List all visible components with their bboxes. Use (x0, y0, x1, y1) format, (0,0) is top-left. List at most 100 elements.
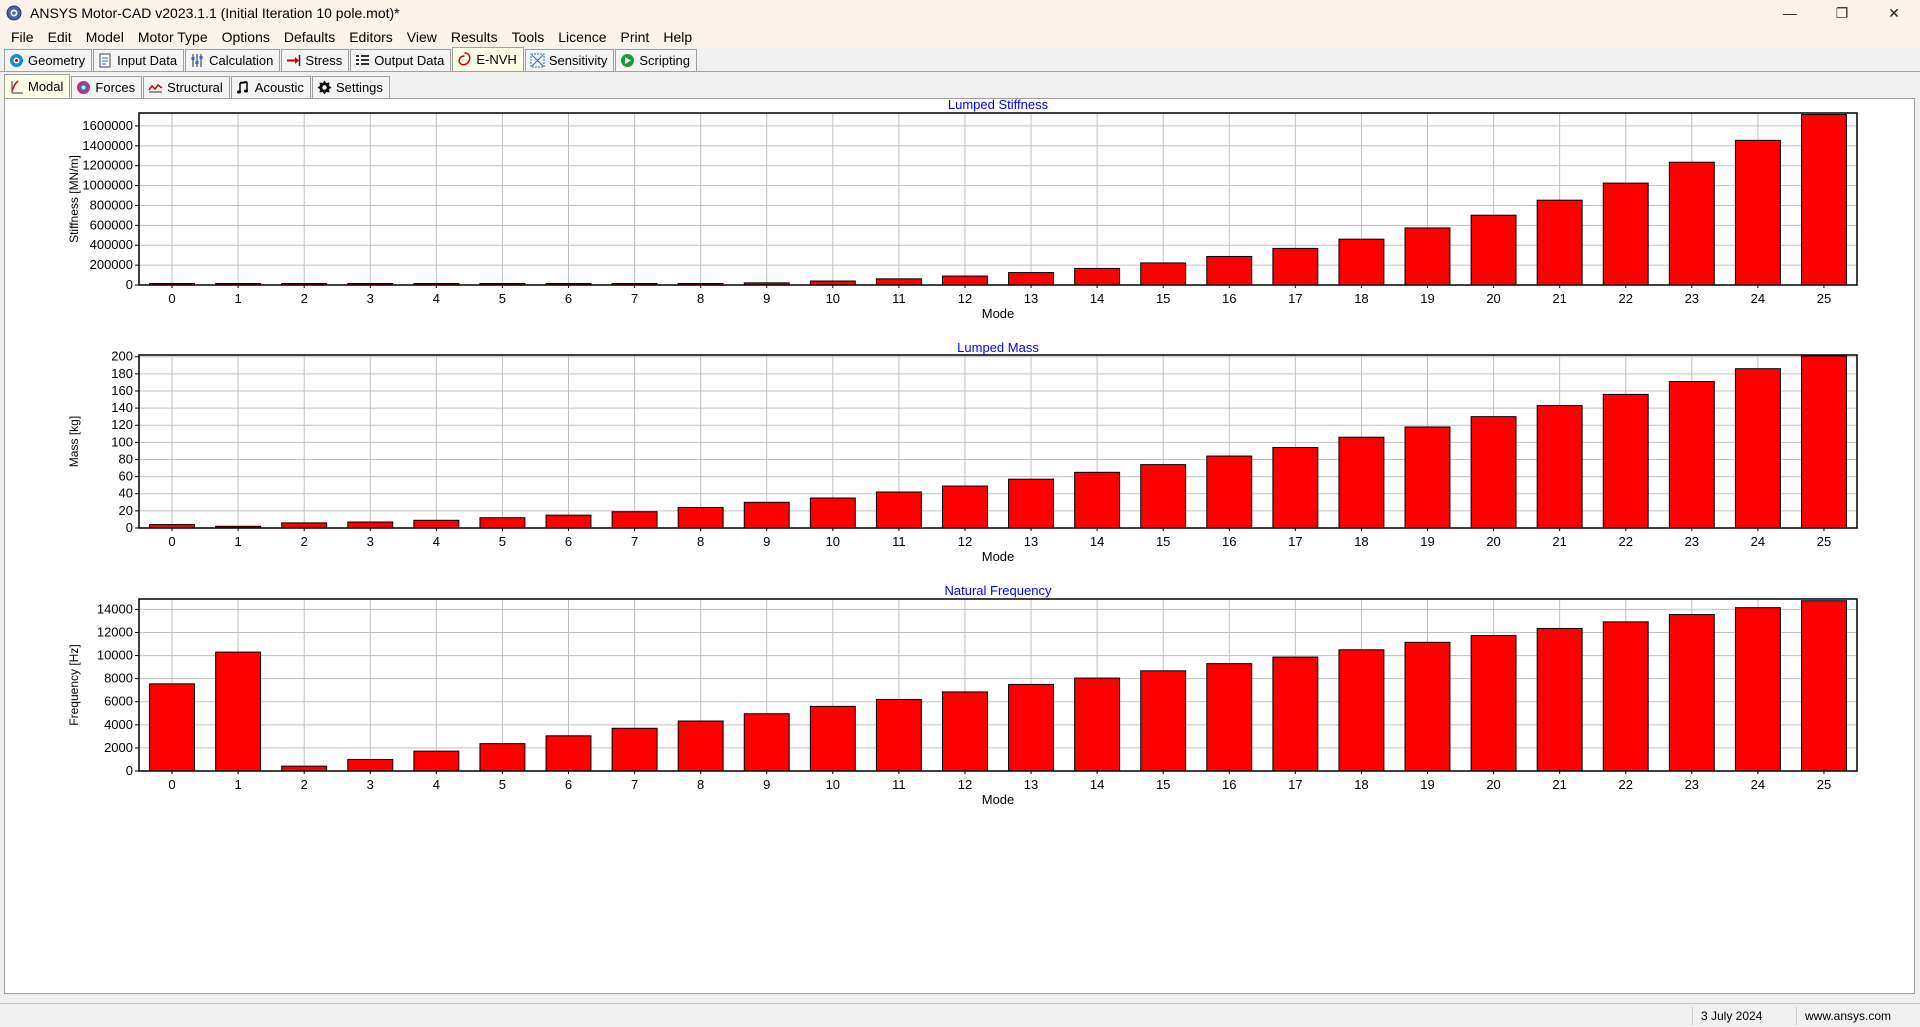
tab-envh[interactable]: E-NVH (452, 47, 524, 71)
y-tick-label: 0 (126, 763, 133, 778)
bar-mode-19 (1404, 641, 1451, 772)
menu-print[interactable]: Print (620, 29, 650, 45)
tab-calculation[interactable]: Calculation (185, 49, 281, 71)
x-tick-label: 4 (433, 291, 440, 306)
x-tick-label: 19 (1420, 291, 1434, 306)
y-tick-label: 4000 (104, 717, 133, 732)
bar-mode-18 (1338, 436, 1385, 529)
menu-results[interactable]: Results (450, 29, 498, 45)
x-tick-label: 12 (958, 777, 972, 792)
bar-mode-3 (347, 758, 394, 772)
minimize-button[interactable]: — (1783, 5, 1797, 21)
status-date: 3 July 2024 (1692, 1007, 1770, 1025)
x-tick-label: 22 (1618, 534, 1632, 549)
x-tick-label: 11 (892, 534, 906, 549)
y-tick-label: 12000 (97, 624, 133, 639)
bar-mode-23 (1668, 614, 1715, 772)
tab-geometry[interactable]: Geometry (4, 49, 93, 71)
x-tick-label: 6 (565, 777, 572, 792)
menu-tools[interactable]: Tools (511, 29, 545, 45)
menu-defaults[interactable]: Defaults (283, 29, 336, 45)
tab-stress[interactable]: Stress (281, 49, 350, 71)
forces-icon (77, 81, 91, 94)
bar-mode-9 (743, 501, 790, 529)
menu-motor-type[interactable]: Motor Type (137, 29, 208, 45)
restore-button[interactable]: ❐ (1835, 4, 1849, 21)
status-bar: 3 July 2024 www.ansys.com (0, 1003, 1920, 1027)
bar-mode-20 (1470, 214, 1517, 286)
y-tick-label: 120 (111, 417, 133, 432)
tab-input-data[interactable]: Input Data (93, 49, 185, 71)
tab-scripting[interactable]: Scripting (615, 49, 697, 71)
x-tick-label: 14 (1090, 291, 1104, 306)
close-button[interactable]: ✕ (1888, 4, 1900, 21)
menu-model[interactable]: Model (85, 29, 124, 45)
tab-sensitivity[interactable]: Sensitivity (524, 49, 615, 71)
tab-modal[interactable]: Modal (4, 74, 71, 98)
x-tick-label: 3 (367, 534, 374, 549)
x-tick-label: 23 (1685, 777, 1699, 792)
tab-label: Output Data (374, 53, 445, 68)
menu-editors[interactable]: Editors (349, 29, 393, 45)
x-tick-label: 24 (1751, 777, 1765, 792)
menu-help[interactable]: Help (663, 29, 693, 45)
tab-output-data[interactable]: Output Data (350, 49, 452, 71)
x-tick-label: 5 (499, 291, 506, 306)
input-data-icon (99, 53, 111, 68)
y-tick-label: 160 (111, 383, 133, 398)
x-tick-label: 14 (1090, 534, 1104, 549)
bar-mode-4 (413, 519, 460, 529)
x-tick-label: 9 (763, 777, 770, 792)
y-tick-label: 14000 (97, 601, 133, 616)
x-axis-label: Mode (982, 792, 1015, 807)
tab-label: Structural (167, 80, 223, 95)
x-tick-label: 6 (565, 534, 572, 549)
menu-file[interactable]: File (11, 29, 34, 45)
bar-mode-5 (479, 517, 526, 529)
tab-settings[interactable]: Settings (311, 76, 390, 98)
bar-mode-8 (677, 506, 724, 529)
x-tick-label: 18 (1354, 291, 1368, 306)
modal-icon (11, 80, 23, 94)
y-tick-label: 180 (111, 366, 133, 381)
bar-mode-22 (1602, 393, 1649, 529)
bar-mode-0 (149, 683, 196, 772)
menu-licence[interactable]: Licence (558, 29, 607, 45)
status-website: www.ansys.com (1796, 1007, 1899, 1025)
bar-mode-7 (611, 727, 658, 772)
x-tick-label: 13 (1024, 534, 1038, 549)
bar-mode-11 (875, 278, 922, 286)
tab-label: Acoustic (254, 80, 304, 95)
x-tick-label: 19 (1420, 534, 1434, 549)
bar-mode-2 (281, 522, 328, 529)
menu-edit[interactable]: Edit (47, 29, 72, 45)
tab-structural[interactable]: Structural (143, 76, 230, 98)
bar-mode-17 (1272, 247, 1319, 286)
chart-2: Natural Frequency 0 2000 4000 6000 8000 10000 1… (67, 583, 1858, 807)
x-tick-label: 6 (565, 291, 572, 306)
menu-options[interactable]: Options (221, 29, 270, 45)
y-tick-label: 1600000 (82, 118, 133, 133)
bar-mode-13 (1008, 272, 1055, 286)
x-tick-label: 25 (1817, 291, 1831, 306)
tab-label: E-NVH (476, 52, 517, 67)
geometry-icon (10, 54, 23, 67)
tab-label: Geometry (28, 53, 86, 68)
bar-mode-15 (1140, 262, 1187, 286)
menu-view[interactable]: View (406, 29, 437, 45)
x-tick-label: 24 (1751, 534, 1765, 549)
bar-mode-24 (1734, 607, 1781, 772)
bar-mode-21 (1536, 199, 1583, 286)
bar-mode-7 (611, 511, 658, 529)
x-tick-label: 25 (1817, 534, 1831, 549)
bar-mode-22 (1602, 621, 1649, 772)
tab-forces[interactable]: Forces (71, 76, 143, 98)
x-tick-label: 18 (1354, 534, 1368, 549)
y-axis-label: Stiffness [MN/m] (67, 155, 81, 243)
x-tick-label: 11 (892, 777, 906, 792)
tab-acoustic[interactable]: Acoustic (230, 76, 311, 98)
x-tick-label: 10 (826, 291, 840, 306)
x-tick-label: 7 (631, 777, 638, 792)
bar-mode-13 (1008, 478, 1055, 529)
x-tick-label: 19 (1420, 777, 1434, 792)
